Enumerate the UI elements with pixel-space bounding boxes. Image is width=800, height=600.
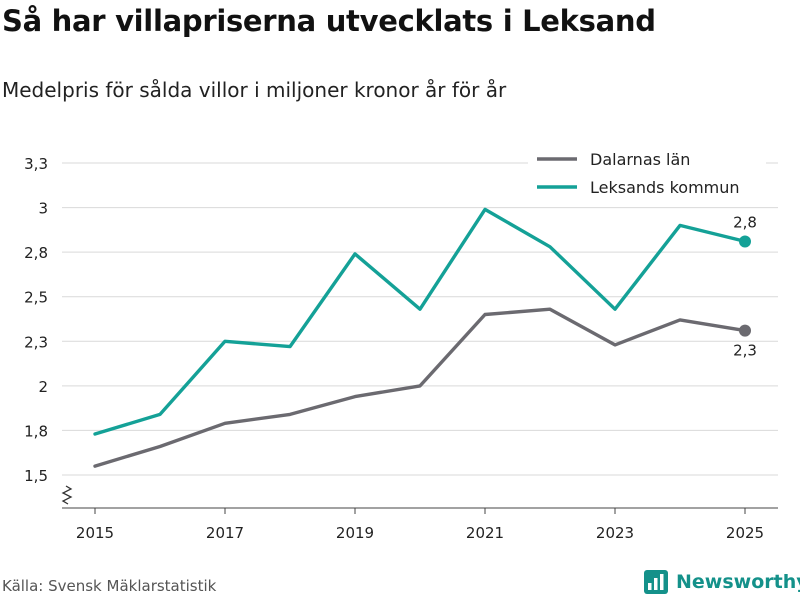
y-tick-label: 2,3 — [24, 333, 48, 351]
axis-break-icon — [61, 485, 73, 505]
y-tick-label: 2,8 — [24, 244, 48, 262]
x-tick-label: 2015 — [76, 524, 114, 542]
data-point — [739, 324, 751, 337]
legend: Dalarnas län Leksands kommun — [528, 146, 766, 206]
legend-label: Dalarnas län — [590, 150, 690, 169]
y-tick-label: 2 — [38, 378, 48, 396]
x-tick-label: 2025 — [726, 524, 764, 542]
series-line — [93, 307, 747, 468]
y-tick-label: 3 — [38, 200, 48, 218]
line-chart: 1,5 1,8 2 2,3 2,5 2,8 3 3,3 2015 2017 2019 2021 2023… — [24, 146, 778, 542]
series-line — [93, 207, 747, 436]
chart-title: Så har villapriserna utvecklats i Leksan… — [2, 4, 656, 38]
bar-chart-icon — [644, 570, 668, 594]
data-labels: 2,3 2,8 — [733, 213, 757, 359]
y-tick-label: 3,3 — [24, 155, 48, 173]
data-point — [739, 235, 751, 248]
x-tick-label: 2017 — [206, 524, 244, 542]
y-tick-label: 1,5 — [24, 467, 48, 485]
brand-logo: Newsworthy — [644, 570, 800, 594]
source-note: Källa: Svensk Mäklarstatistik — [2, 577, 217, 595]
y-tick-label: 2,5 — [24, 289, 48, 307]
axes: 1,5 1,8 2 2,3 2,5 2,8 3 3,3 2015 2017 2019 2021 2023… — [24, 155, 778, 542]
x-tick-label: 2019 — [336, 524, 374, 542]
series-lines — [93, 207, 751, 468]
x-tick-label: 2021 — [466, 524, 504, 542]
data-label: 2,3 — [733, 342, 757, 360]
brand-name: Newsworthy — [676, 571, 800, 593]
chart-subtitle: Medelpris för sålda villor i miljoner kr… — [2, 78, 507, 102]
legend-label: Leksands kommun — [590, 178, 740, 197]
legend-box — [528, 146, 766, 206]
gridlines — [62, 162, 778, 476]
data-label: 2,8 — [733, 213, 757, 231]
y-tick-label: 1,8 — [24, 422, 48, 440]
x-tick-label: 2023 — [596, 524, 634, 542]
